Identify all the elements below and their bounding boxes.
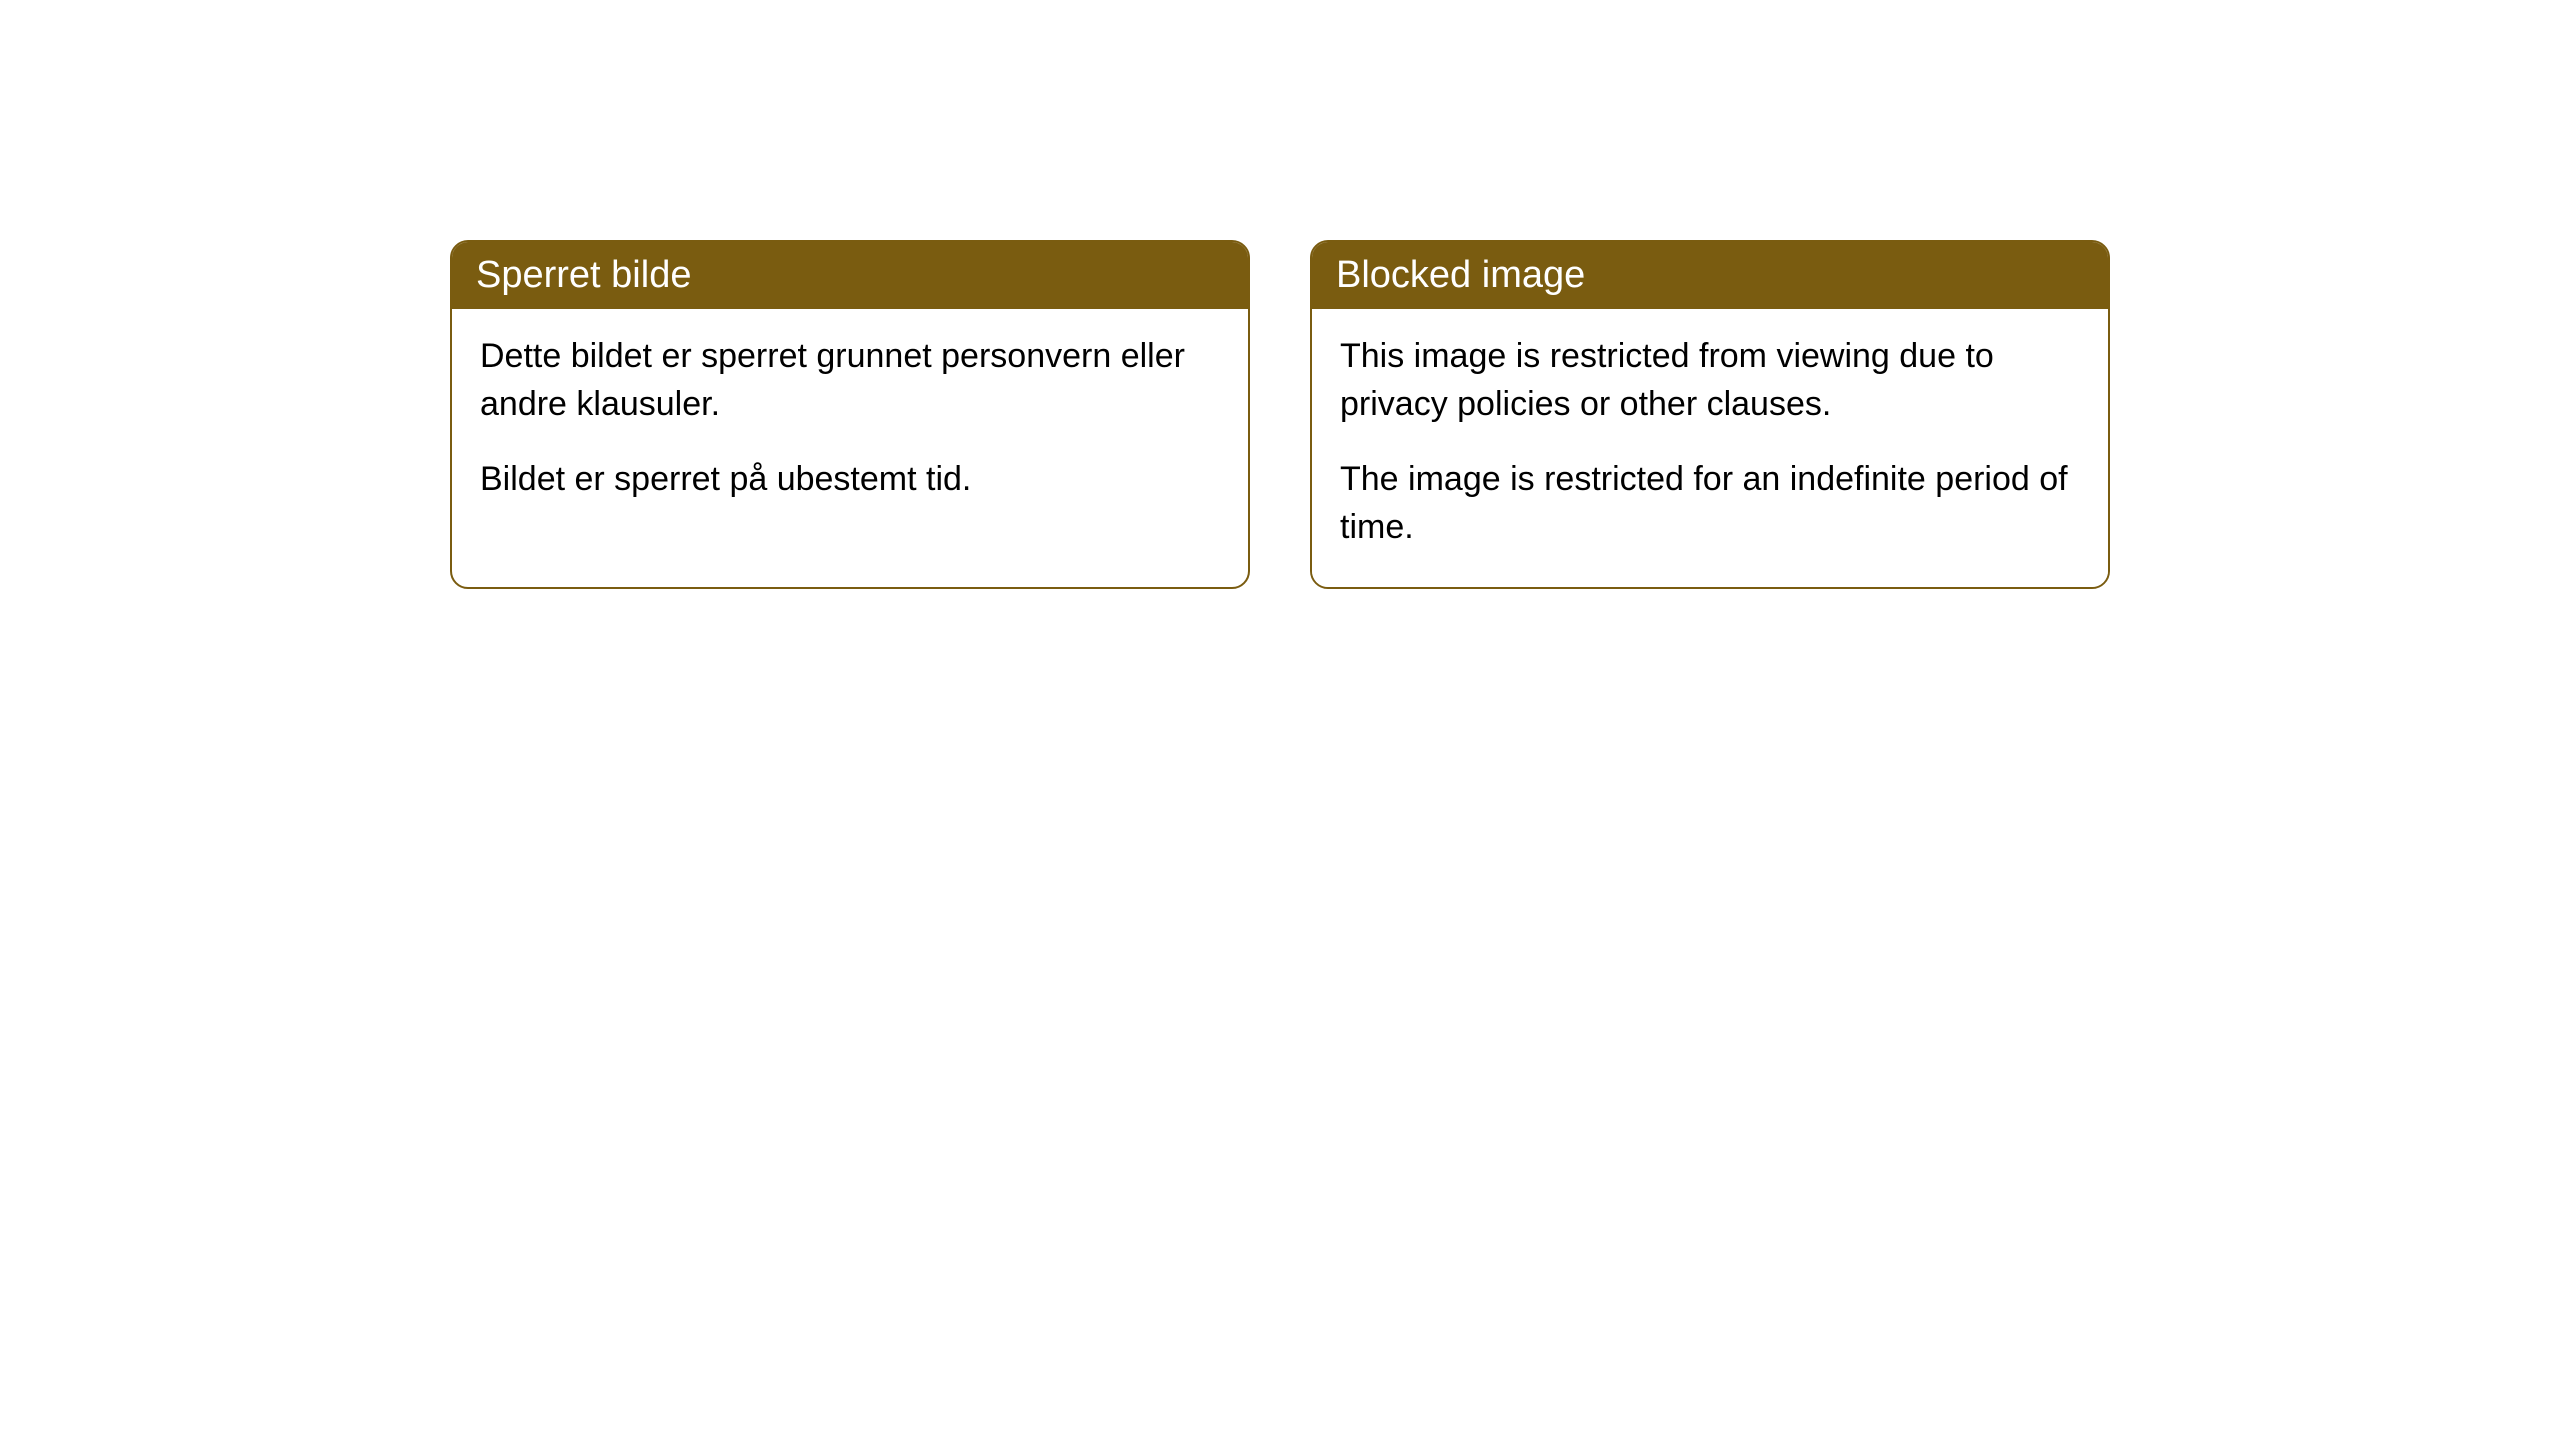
blocked-image-card-en: Blocked image This image is restricted f… (1310, 240, 2110, 589)
card-title-no: Sperret bilde (476, 254, 691, 296)
card-title-en: Blocked image (1336, 254, 1585, 296)
card-header-en: Blocked image (1312, 242, 2108, 309)
card-paragraph1-en: This image is restricted from viewing du… (1340, 333, 2080, 428)
cards-container: Sperret bilde Dette bildet er sperret gr… (0, 0, 2560, 589)
card-body-en: This image is restricted from viewing du… (1312, 309, 2108, 587)
card-paragraph2-en: The image is restricted for an indefinit… (1340, 456, 2080, 551)
card-paragraph2-no: Bildet er sperret på ubestemt tid. (480, 456, 1220, 504)
blocked-image-card-no: Sperret bilde Dette bildet er sperret gr… (450, 240, 1250, 589)
card-paragraph1-no: Dette bildet er sperret grunnet personve… (480, 333, 1220, 428)
card-header-no: Sperret bilde (452, 242, 1248, 309)
card-body-no: Dette bildet er sperret grunnet personve… (452, 309, 1248, 540)
